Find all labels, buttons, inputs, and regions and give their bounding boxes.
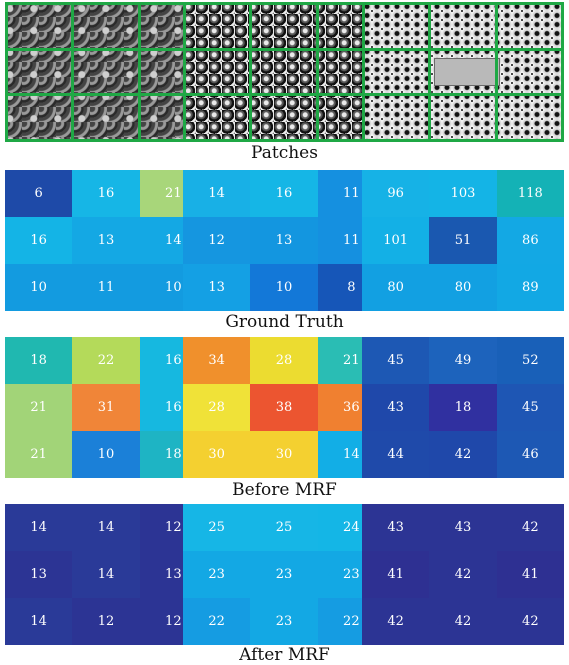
count-cell: 12 [183,217,251,264]
count-cell: 12 [72,598,140,645]
count-cell: 34 [183,337,251,384]
count-cell: 13 [72,217,140,264]
count-cell: 25 [250,504,318,551]
count-cell: 28 [183,384,251,431]
count-cell: 21 [5,431,73,478]
ground-truth-label: Ground Truth [225,312,344,332]
count-cell: 28 [250,337,318,384]
ground-truth-grid-1: 6 16 21 16 13 14 10 11 10 [5,170,207,311]
count-cell: 10 [72,431,140,478]
count-cell: 96 [362,170,430,217]
count-cell: 14 [5,598,73,645]
count-cell: 31 [72,384,140,431]
count-cell: 13 [250,217,318,264]
count-cell: 118 [496,170,564,217]
count-cell: 43 [429,504,497,551]
count-cell: 16 [250,170,318,217]
after-mrf-grid-1: 14 14 12 13 14 13 14 12 12 [5,504,207,645]
count-cell: 13 [183,264,251,311]
count-cell: 41 [496,551,564,598]
count-cell: 38 [250,384,318,431]
count-cell: 14 [183,170,251,217]
count-cell: 42 [496,504,564,551]
count-cell: 42 [429,431,497,478]
count-cell: 86 [496,217,564,264]
crowd-patch-image-3 [362,2,564,142]
patches-label: Patches [251,143,318,163]
count-cell: 103 [429,170,497,217]
count-cell: 16 [72,170,140,217]
count-cell: 46 [496,431,564,478]
count-cell: 41 [362,551,430,598]
after-mrf-label: After MRF [239,645,330,665]
count-cell: 30 [250,431,318,478]
count-cell: 23 [183,551,251,598]
count-cell: 42 [362,598,430,645]
count-cell: 44 [362,431,430,478]
count-cell: 42 [429,598,497,645]
count-cell: 11 [72,264,140,311]
count-cell: 89 [496,264,564,311]
count-cell: 16 [5,217,73,264]
count-cell: 14 [72,551,140,598]
ground-truth-grid-2: 14 16 11 12 13 11 13 10 8 [183,170,385,311]
count-cell: 52 [496,337,564,384]
count-cell: 101 [362,217,430,264]
count-cell: 45 [362,337,430,384]
count-cell: 30 [183,431,251,478]
count-cell: 22 [72,337,140,384]
count-cell: 6 [5,170,73,217]
count-cell: 10 [250,264,318,311]
count-cell: 10 [5,264,73,311]
count-cell: 51 [429,217,497,264]
before-mrf-grid-1: 18 22 16 21 31 16 21 10 18 [5,337,207,478]
count-cell: 14 [5,504,73,551]
count-cell: 21 [5,384,73,431]
crowd-patch-image-1 [5,2,207,142]
before-mrf-label: Before MRF [232,480,337,500]
ground-truth-grid-3: 96 103 118 101 51 86 80 80 89 [362,170,564,311]
count-cell: 23 [250,598,318,645]
count-cell: 22 [183,598,251,645]
count-cell: 23 [250,551,318,598]
count-cell: 80 [429,264,497,311]
before-mrf-grid-2: 34 28 21 28 38 36 30 30 14 [183,337,385,478]
count-cell: 14 [72,504,140,551]
count-cell: 49 [429,337,497,384]
crowd-patch-image-2 [183,2,385,142]
count-cell: 42 [496,598,564,645]
count-cell: 43 [362,504,430,551]
count-cell: 43 [362,384,430,431]
count-cell: 18 [429,384,497,431]
after-mrf-grid-2: 25 25 24 23 23 23 22 23 22 [183,504,385,645]
count-cell: 45 [496,384,564,431]
after-mrf-grid-3: 43 43 42 41 42 41 42 42 42 [362,504,564,645]
count-cell: 13 [5,551,73,598]
count-cell: 80 [362,264,430,311]
count-cell: 25 [183,504,251,551]
count-cell: 42 [429,551,497,598]
before-mrf-grid-3: 45 49 52 43 18 45 44 42 46 [362,337,564,478]
count-cell: 18 [5,337,73,384]
vehicle-in-crowd [434,58,500,86]
